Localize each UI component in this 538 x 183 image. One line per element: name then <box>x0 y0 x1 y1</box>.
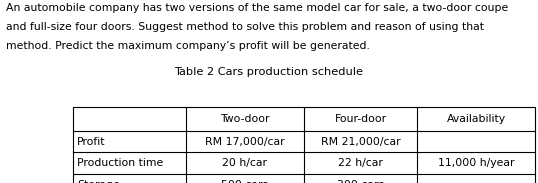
Text: An automobile company has two versions of the same model car for sale, a two-doo: An automobile company has two versions o… <box>6 3 509 13</box>
Text: 22 h/car: 22 h/car <box>338 158 383 168</box>
Text: Production time: Production time <box>77 158 163 168</box>
Text: RM 17,000/car: RM 17,000/car <box>205 137 285 147</box>
Text: Profit: Profit <box>77 137 105 147</box>
Text: Storage: Storage <box>77 180 120 183</box>
Text: Availability: Availability <box>447 114 506 124</box>
Text: Two-door: Two-door <box>220 114 270 124</box>
Text: Four-door: Four-door <box>335 114 386 124</box>
Bar <box>73 107 535 183</box>
Text: 500 cars: 500 cars <box>221 180 268 183</box>
Text: 300 cars: 300 cars <box>337 180 384 183</box>
Text: RM 21,000/car: RM 21,000/car <box>321 137 400 147</box>
Text: Table 2 Cars production schedule: Table 2 Cars production schedule <box>174 67 364 77</box>
Text: method. Predict the maximum company’s profit will be generated.: method. Predict the maximum company’s pr… <box>6 41 370 51</box>
Text: 20 h/car: 20 h/car <box>222 158 267 168</box>
Text: and full-size four doors. Suggest method to solve this problem and reason of usi: and full-size four doors. Suggest method… <box>6 22 484 32</box>
Text: 11,000 h/year: 11,000 h/year <box>438 158 514 168</box>
